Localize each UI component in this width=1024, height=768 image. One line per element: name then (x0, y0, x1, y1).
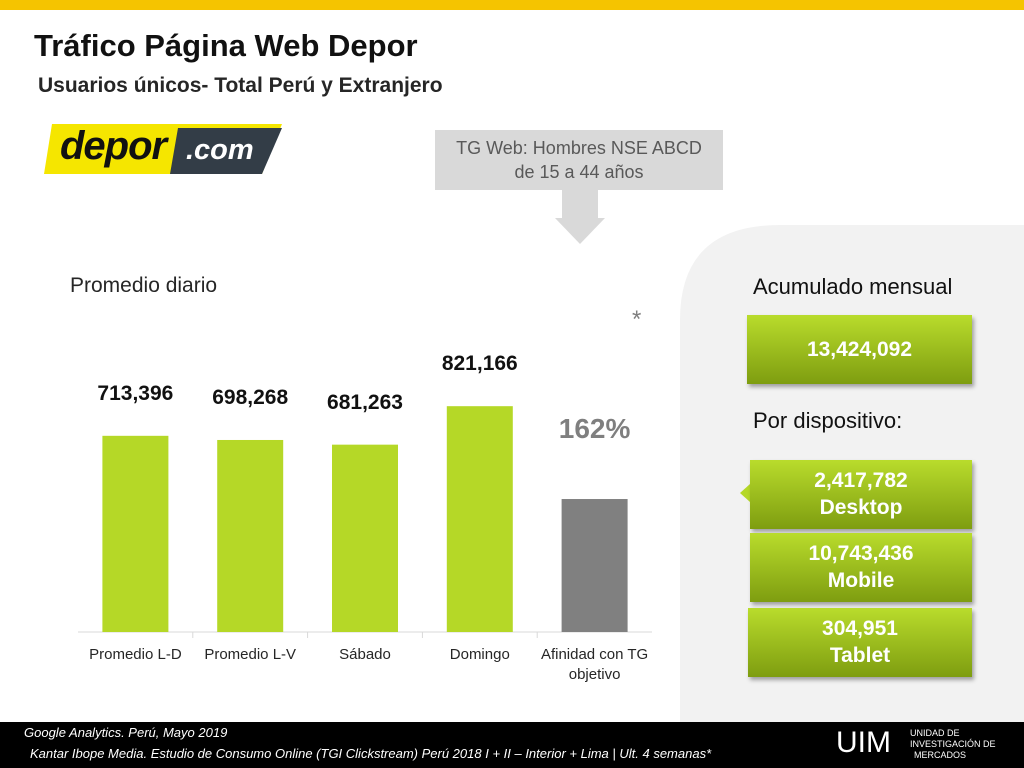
footer-bar (0, 722, 1024, 768)
brand-line: MERCADOS (914, 750, 967, 760)
data-label: 713,396 (97, 381, 174, 405)
subtitle: Usuarios únicos- Total Perú y Extranjero (38, 74, 443, 97)
callout-arrow (555, 190, 605, 244)
x-tick-label: Domingo (449, 646, 510, 663)
footer-source: Google Analytics. Perú, Mayo 2019 (24, 725, 228, 740)
pointer (740, 484, 750, 502)
x-tick-label: Promedio L-D (89, 646, 182, 663)
bar (561, 499, 628, 632)
device-name: Tablet (829, 644, 891, 667)
device-name: Mobile (827, 569, 895, 592)
data-label: 162% (558, 413, 631, 444)
chart-title: Promedio diario (70, 274, 218, 297)
device-label: Por dispositivo: (753, 408, 903, 433)
bar (332, 444, 398, 632)
brand: UIM (836, 726, 891, 759)
data-label: 821,166 (441, 352, 518, 376)
logo-com-bg (170, 128, 282, 174)
device-value: 2,417,782 (814, 469, 908, 492)
bar (446, 406, 513, 632)
annotation: * (632, 306, 642, 333)
callout-line: TG Web: Hombres NSE ABCD (456, 138, 702, 158)
brand-line: INVESTIGACIÓN DE (910, 739, 996, 749)
logo-suffix: .com (186, 134, 254, 166)
brand-text: UNIDAD DE INVESTIGACIÓN DE MERCADOS (910, 728, 996, 761)
top-bar (0, 0, 1024, 10)
monthly-value: 13,424,092 (806, 338, 913, 361)
title: Tráfico Página Web Depor (34, 28, 418, 63)
x-tick-label: Afinidad con TG objetivo (540, 646, 649, 683)
device-value: 10,743,436 (808, 542, 914, 565)
device-value: 304,951 (822, 617, 898, 640)
brand-line: UNIDAD DE (910, 728, 960, 738)
device-box: 304,951 Tablet (748, 608, 972, 677)
device-box: 10,743,436 Mobile (750, 533, 972, 602)
monthly-box: 13,424,092 (747, 315, 972, 384)
bar (102, 435, 169, 632)
data-label: 698,268 (212, 385, 289, 409)
device-name: Desktop (819, 496, 903, 519)
callout-box (435, 130, 723, 190)
device-box: 2,417,782 Desktop (750, 460, 972, 529)
callout-line: de 15 a 44 años (514, 162, 644, 182)
x-tick-label: Promedio L-V (204, 646, 297, 663)
monthly-label: Acumulado mensual (753, 274, 953, 299)
logo-text: depor (60, 124, 167, 168)
bar (217, 439, 284, 632)
footer-source: Kantar Ibope Media. Estudio de Consumo O… (30, 746, 712, 761)
data-label: 681,263 (327, 390, 403, 414)
x-tick-label: Sábado (339, 646, 391, 663)
